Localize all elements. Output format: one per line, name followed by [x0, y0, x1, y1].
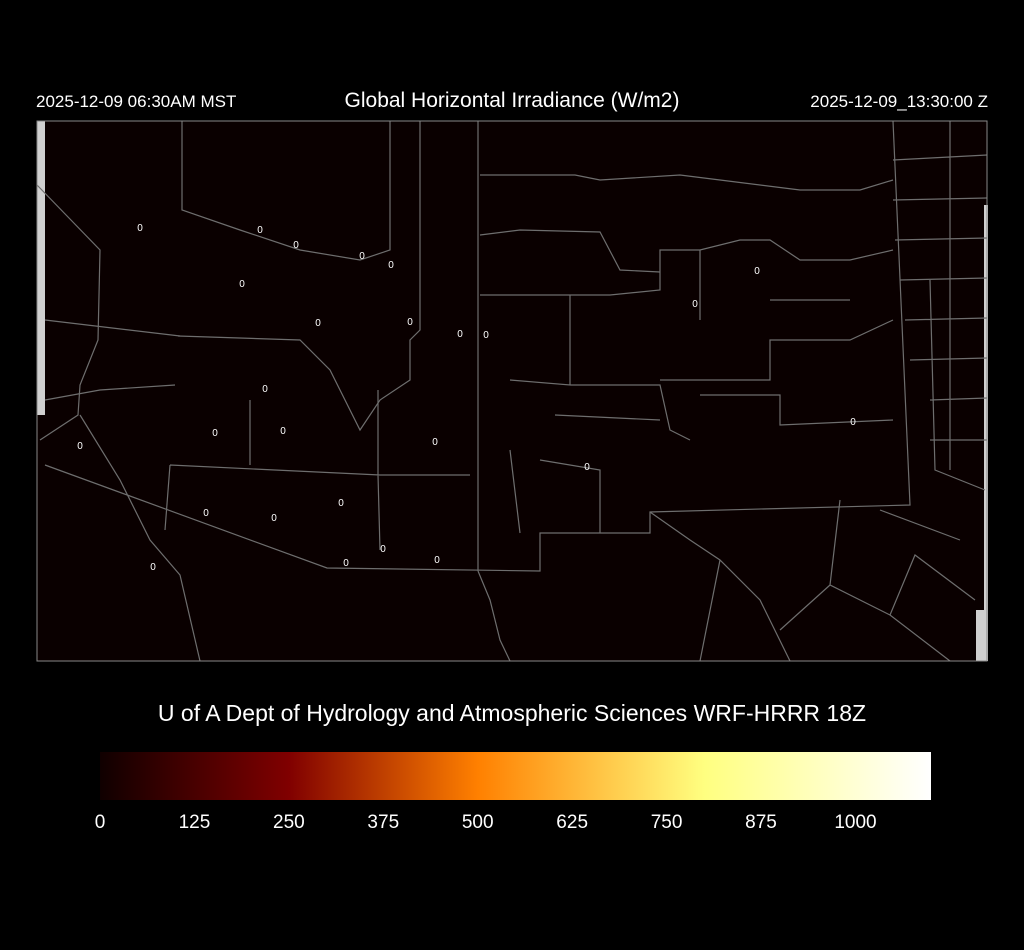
colorbar-tick-label: 125 — [178, 812, 211, 833]
station-value: 0 — [77, 441, 83, 452]
colorbar-tick-label: 1000 — [834, 812, 877, 833]
station-value: 0 — [407, 317, 413, 328]
station-value: 0 — [338, 498, 344, 509]
colorbar — [100, 752, 931, 800]
station-value: 0 — [754, 266, 760, 277]
edge-artifact-left — [37, 121, 45, 415]
river-border — [36, 184, 201, 662]
station-value: 0 — [212, 428, 218, 439]
edge-artifact-right-bottom — [976, 610, 987, 661]
map-background — [37, 121, 987, 661]
state-borders — [36, 120, 988, 662]
station-value: 0 — [359, 251, 365, 262]
colorbar-tick-label: 0 — [94, 812, 106, 833]
station-value: 0 — [315, 318, 321, 329]
station-value: 0 — [271, 513, 277, 524]
colorbar-tick-label: 875 — [745, 812, 777, 833]
station-value: 0 — [584, 462, 590, 473]
colorbar-tick-label: 625 — [556, 812, 589, 833]
station-value: 0 — [293, 240, 299, 251]
station-labels: 0 0 0 0 0 0 0 0 0 0 0 0 0 0 0 0 0 0 0 0 0 0 0 0 0 0 — [77, 223, 856, 573]
station-value: 0 — [850, 417, 856, 428]
credit-label: U of A Dept of Hydrology and Atmospheric… — [157, 700, 867, 726]
utc-time-label: 2025-12-09_13:30:00 Z — [810, 92, 988, 111]
station-value: 0 — [137, 223, 143, 234]
station-value: 0 — [203, 508, 209, 519]
station-value: 0 — [692, 299, 698, 310]
edge-artifact-right — [984, 205, 988, 661]
station-value: 0 — [432, 437, 438, 448]
local-time-label: 2025-12-09 06:30AM MST — [36, 92, 237, 111]
station-value: 0 — [343, 558, 349, 569]
intl-border — [44, 120, 911, 572]
colorbar-tick-label: 375 — [367, 812, 400, 833]
irradiance-map: 0 0 0 0 0 0 0 0 0 0 0 0 0 0 0 0 0 0 0 0 0 0 0 0 0 0 — [36, 120, 988, 662]
colorbar-tick-label: 500 — [461, 812, 494, 833]
station-value: 0 — [239, 279, 245, 290]
station-value: 0 — [257, 225, 263, 236]
station-value: 0 — [388, 260, 394, 271]
colorbar-tick-label: 250 — [273, 812, 305, 833]
station-value: 0 — [262, 384, 268, 395]
map-frame — [36, 120, 988, 662]
station-value: 0 — [434, 555, 440, 566]
colorbar-tick-label: 750 — [650, 812, 683, 833]
station-value: 0 — [483, 330, 489, 341]
station-value: 0 — [150, 562, 156, 573]
station-value: 0 — [280, 426, 286, 437]
station-value: 0 — [380, 544, 386, 555]
station-value: 0 — [457, 329, 463, 340]
map-title: Global Horizontal Irradiance (W/m2) — [344, 89, 680, 112]
